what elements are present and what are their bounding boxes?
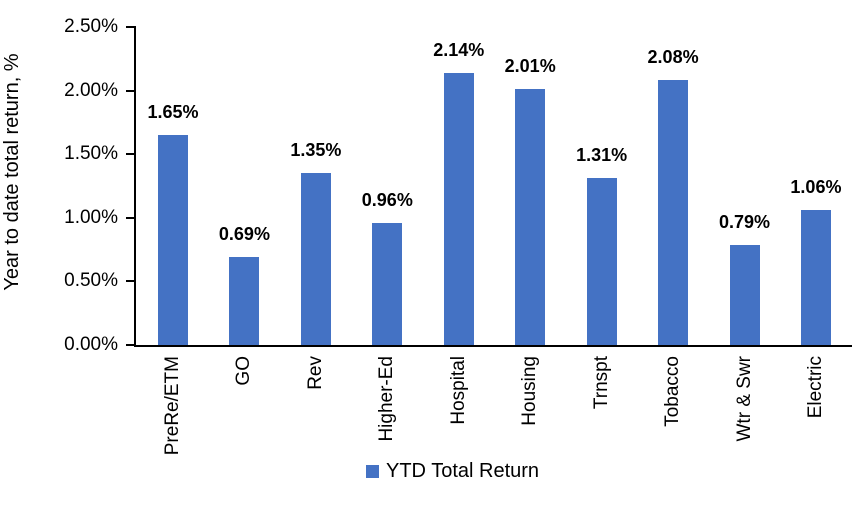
- bar-trnspt[interactable]: [586, 178, 617, 345]
- bar-wtr-swr[interactable]: [729, 245, 760, 345]
- bar-value-label-prere-etm: 1.65%: [147, 102, 199, 122]
- bar-value-label-wtr-swr: 0.79%: [718, 212, 771, 232]
- x-axis-category-label-higher-ed: Higher-Ed: [376, 356, 398, 442]
- bar-electric[interactable]: [800, 210, 831, 345]
- bar-prere-etm[interactable]: [158, 135, 188, 345]
- bar-housing[interactable]: [515, 89, 546, 345]
- bar-go[interactable]: [229, 257, 260, 345]
- x-axis-category-label-hospital: Hospital: [447, 356, 469, 425]
- y-axis-tick-mark: [126, 216, 135, 219]
- bar-value-label-rev: 1.35%: [290, 140, 342, 160]
- bar-value-label-tobacco: 2.08%: [647, 47, 699, 67]
- x-axis-line: [134, 345, 852, 347]
- legend-swatch-icon: [366, 464, 379, 478]
- y-axis-tick-mark: [126, 344, 135, 346]
- y-axis-tick-mark: [126, 153, 135, 156]
- y-axis-tick-mark: [126, 26, 135, 28]
- y-axis-tick-mark: [126, 89, 135, 92]
- bar-rev[interactable]: [300, 173, 331, 345]
- bar-value-label-higher-ed: 0.96%: [361, 190, 413, 210]
- chart-legend[interactable]: YTD Total Return: [366, 459, 539, 483]
- bar-value-label-trnspt: 1.31%: [576, 145, 628, 165]
- y-axis-tick-label-0-00: 0.00%: [64, 334, 118, 355]
- y-axis-tick-label-2-00: 2.00%: [64, 79, 118, 101]
- bar-value-label-go: 0.69%: [218, 224, 270, 244]
- bar-value-label-hospital: 2.14%: [433, 40, 485, 60]
- y-axis-line: [134, 26, 136, 347]
- legend-label: YTD Total Return: [386, 460, 540, 482]
- x-axis-category-label-go: GO: [233, 356, 255, 386]
- x-axis-category-label-prere-etm: PreRe/ETM: [162, 356, 183, 456]
- x-axis-category-label-electric: Electric: [804, 356, 826, 419]
- y-axis-tick-label-2-50: 2.50%: [64, 16, 118, 37]
- x-axis-category-label-housing: Housing: [519, 356, 541, 426]
- y-axis-tick-mark: [126, 280, 135, 283]
- y-axis-tick-label-1-00: 1.00%: [64, 206, 118, 228]
- y-axis-tick-label-0-50: 0.50%: [64, 270, 118, 292]
- y-axis-tick-label-1-50: 1.50%: [64, 143, 118, 165]
- bar-hospital[interactable]: [443, 73, 474, 345]
- x-axis-category-label-rev: Rev: [304, 356, 326, 390]
- x-axis-category-label-tobacco: Tobacco: [662, 356, 684, 427]
- x-axis-category-label-wtr-swr: Wtr & Swr: [733, 356, 755, 442]
- y-axis-title: Year to date total return, %: [1, 53, 23, 291]
- bar-value-label-housing: 2.01%: [504, 56, 556, 76]
- x-axis-category-label-trnspt: Trnspt: [590, 356, 612, 410]
- bar-tobacco[interactable]: [658, 80, 689, 345]
- bar-value-label-electric: 1.06%: [790, 177, 842, 197]
- bar-higher-ed[interactable]: [372, 223, 403, 345]
